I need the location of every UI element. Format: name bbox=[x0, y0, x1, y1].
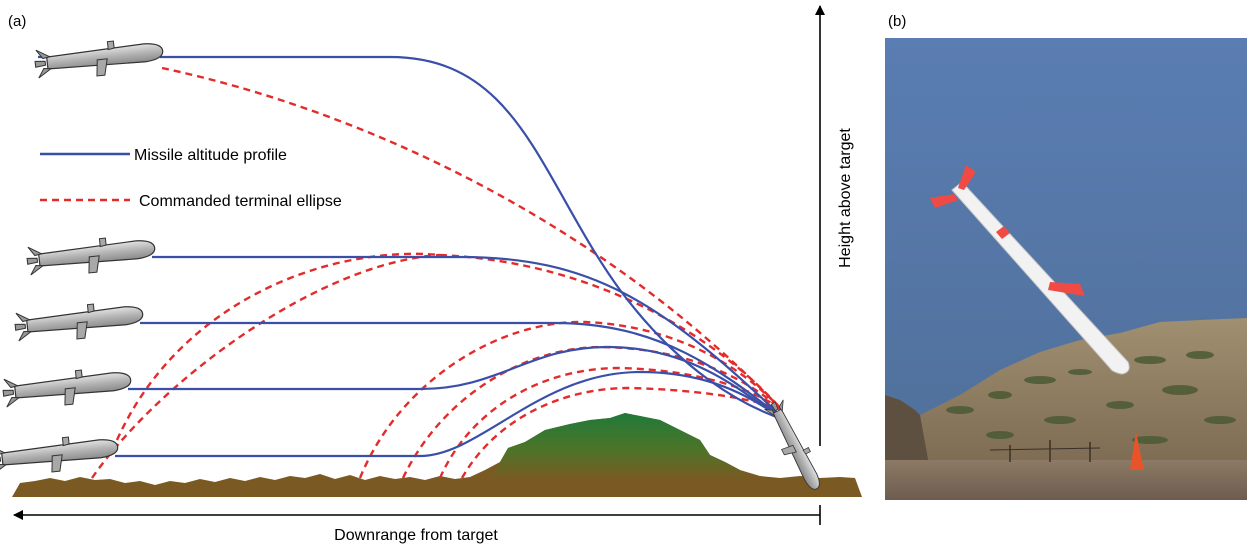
photo-vegetation bbox=[946, 351, 1236, 444]
ellipse-2 bbox=[115, 252, 783, 441]
photo bbox=[885, 38, 1247, 500]
legend-dashed-label: Commanded terminal ellipse bbox=[139, 193, 342, 210]
veg-8 bbox=[1106, 401, 1134, 409]
veg-1 bbox=[946, 406, 974, 414]
missile-2 bbox=[25, 232, 158, 280]
ellipse-4 bbox=[358, 320, 783, 479]
missile-1 bbox=[33, 35, 166, 83]
photo-ground bbox=[885, 460, 1247, 500]
profile-3 bbox=[140, 321, 786, 421]
fence-rail bbox=[989, 447, 1101, 451]
veg-11 bbox=[1204, 416, 1236, 424]
photo-missile-tailfin-2 bbox=[930, 194, 958, 208]
altitude-profiles bbox=[38, 55, 786, 458]
photo-missile-stripe bbox=[996, 226, 1010, 239]
ellipse-5 bbox=[401, 345, 783, 479]
veg-5 bbox=[1134, 356, 1166, 364]
panel-a: (a) bbox=[0, 5, 862, 544]
profile-4 bbox=[128, 345, 786, 421]
missile-4 bbox=[1, 364, 134, 412]
veg-4 bbox=[1068, 369, 1092, 375]
ellipse-3 bbox=[91, 253, 441, 479]
profile-5 bbox=[115, 370, 786, 458]
hill bbox=[490, 413, 752, 480]
photo-missile-body bbox=[951, 181, 1130, 375]
legend: Missile altitude profile Commanded termi… bbox=[40, 147, 342, 210]
veg-12 bbox=[1132, 436, 1168, 444]
photo-missile-tailfin-1 bbox=[958, 165, 976, 190]
veg-6 bbox=[1186, 351, 1214, 359]
photo-missile-wing bbox=[1048, 282, 1085, 296]
missile-3 bbox=[13, 298, 146, 346]
panel-b-label: (b) bbox=[888, 13, 906, 30]
ellipse-7 bbox=[460, 386, 783, 479]
commanded-ellipses bbox=[91, 66, 783, 479]
veg-10 bbox=[986, 431, 1014, 439]
veg-3 bbox=[1024, 376, 1056, 384]
x-axis-label: Downrange from target bbox=[334, 527, 498, 544]
missile-5 bbox=[0, 431, 121, 479]
profile-2 bbox=[152, 255, 786, 421]
panel-a-label: (a) bbox=[8, 13, 26, 30]
veg-2 bbox=[988, 391, 1012, 399]
ellipse-1 bbox=[161, 66, 783, 411]
y-axis-label: Height above target bbox=[837, 128, 854, 268]
legend-solid-label: Missile altitude profile bbox=[134, 147, 287, 164]
veg-9 bbox=[1044, 416, 1076, 424]
traffic-cone bbox=[1130, 432, 1144, 470]
panel-b: (b) bbox=[885, 13, 1247, 500]
photo-missile bbox=[930, 165, 1130, 375]
profile-1 bbox=[38, 55, 786, 422]
photo-fence bbox=[989, 440, 1101, 462]
veg-7 bbox=[1162, 385, 1198, 395]
